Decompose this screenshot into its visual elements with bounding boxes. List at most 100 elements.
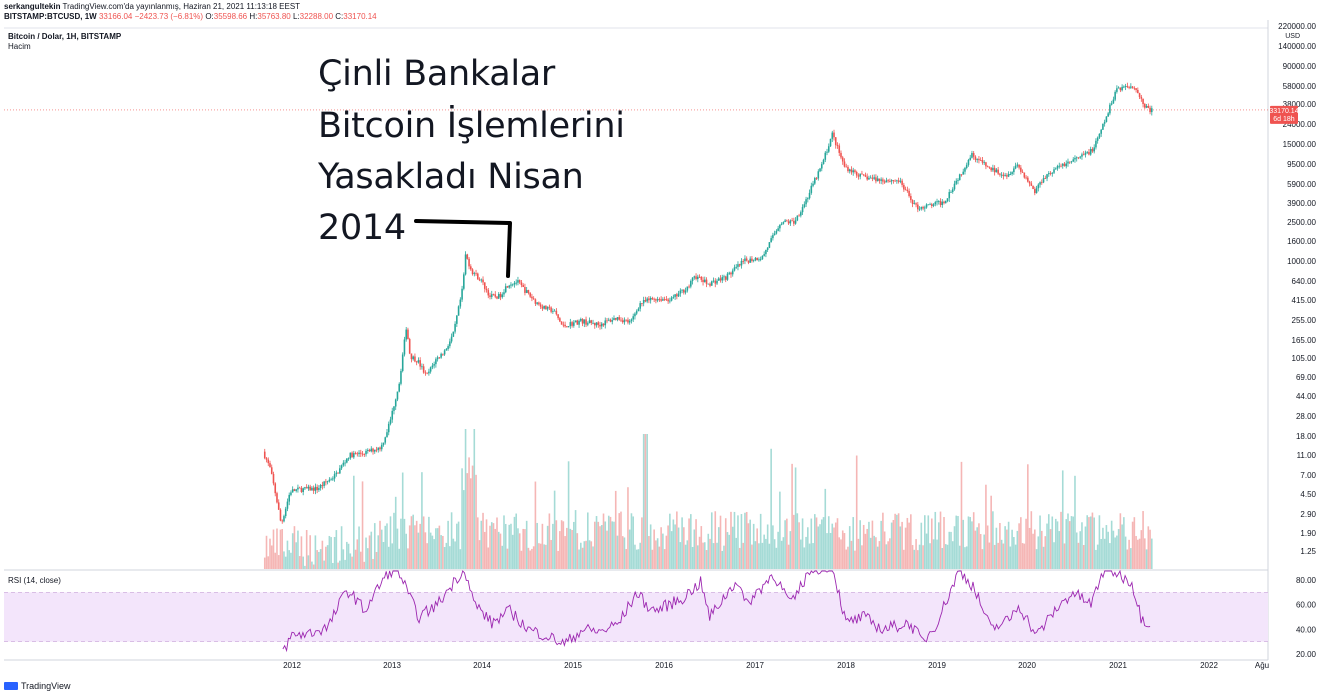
candle-body [1105,116,1108,122]
candle-body [793,220,795,224]
candle-body [328,479,331,482]
candle-body [454,323,456,332]
volume-bar [655,540,657,569]
volume-bar [304,565,306,569]
price-tick-label: 165.00 [1292,336,1317,345]
candle-body [997,169,999,174]
rsi-band [4,592,1268,642]
volume-bar [370,531,373,569]
volume-bar [1054,518,1057,569]
candle-body [662,299,664,301]
candle-body [534,299,537,304]
candle-body [986,166,989,168]
candle-body [333,474,336,479]
candle-body [1067,161,1069,164]
candle-body [649,297,652,301]
candle-body [1004,175,1006,177]
volume-bar [834,522,837,569]
tradingview-logo[interactable]: TradingView [4,681,71,691]
candle-body [901,180,903,185]
volume-bar [1121,524,1123,569]
candle-body [531,296,533,299]
candle-body [775,230,778,234]
candle-body [924,207,926,209]
volume-bar [887,541,889,569]
candle-body [1140,96,1143,99]
candle-body [766,247,769,250]
volume-bar [889,538,891,569]
volume-bar [1128,539,1130,569]
volume-bar [662,533,664,569]
volume-bar [777,531,779,569]
volume-bar [714,511,717,569]
candle-body [358,452,360,455]
candle-body [925,204,928,208]
volume-bar [946,544,949,569]
candle-body [721,277,724,281]
candle-body [335,472,338,475]
volume-bar [1077,542,1080,569]
candle-body [545,305,547,310]
volume-bar [410,516,413,569]
candle-body [648,298,650,301]
candle-body [428,371,430,374]
candle-body [1023,172,1026,178]
volume-bar [482,512,484,569]
candle-body [728,272,731,274]
candle-body [449,341,451,347]
last-price: 33166.04 [98,12,133,21]
volume-bar [649,524,652,569]
candle-body [522,285,524,287]
candle-body [482,279,484,283]
candle-body [836,145,839,146]
symbol[interactable]: BITSTAMP:BTCUSD, 1W [4,12,97,21]
volume-bar [337,562,339,569]
volume-bar [531,548,533,569]
volume-bar [819,524,821,569]
volume-bar [529,550,531,569]
candle-body [588,320,591,324]
volume-bar [864,533,867,569]
volume-bar [707,533,710,569]
volume-bar [573,521,575,569]
candle-body [1030,183,1033,186]
candle-body [471,269,474,275]
candle-body [903,184,905,190]
volume-bar [440,535,442,569]
volume-bar [281,529,284,569]
candle-body [566,326,568,328]
volume-bar [1042,546,1045,569]
candle-body [1053,169,1055,173]
author-name[interactable]: serkangultekin [4,2,61,11]
candle-body [698,276,701,278]
candle-body [593,322,596,326]
rsi-tick-label: 20.00 [1296,650,1317,659]
volume-bar [1100,538,1102,569]
candle-body [786,220,788,222]
volume-bar [971,521,973,569]
candle-body [490,294,493,297]
volume-bar [628,529,631,569]
candle-body [1130,86,1132,88]
candle-body [960,174,963,176]
volume-bar [780,540,783,569]
candle-body [878,178,881,181]
price-tick-label: 105.00 [1292,354,1317,363]
volume-bar [679,542,682,569]
volume-bar [464,429,467,569]
candle-body [515,282,518,284]
volume-bar [489,525,491,569]
candle-body [758,259,760,261]
candle-body [443,350,446,355]
candle-body [567,326,570,328]
candle-body [880,179,882,181]
candle-body [885,180,888,183]
volume-bar [358,526,360,569]
candle-body [824,152,827,160]
candle-body [875,177,877,182]
volume-bar [496,517,498,569]
volume-bar [443,547,446,569]
candle-body [992,167,994,171]
volume-bar [368,535,371,569]
